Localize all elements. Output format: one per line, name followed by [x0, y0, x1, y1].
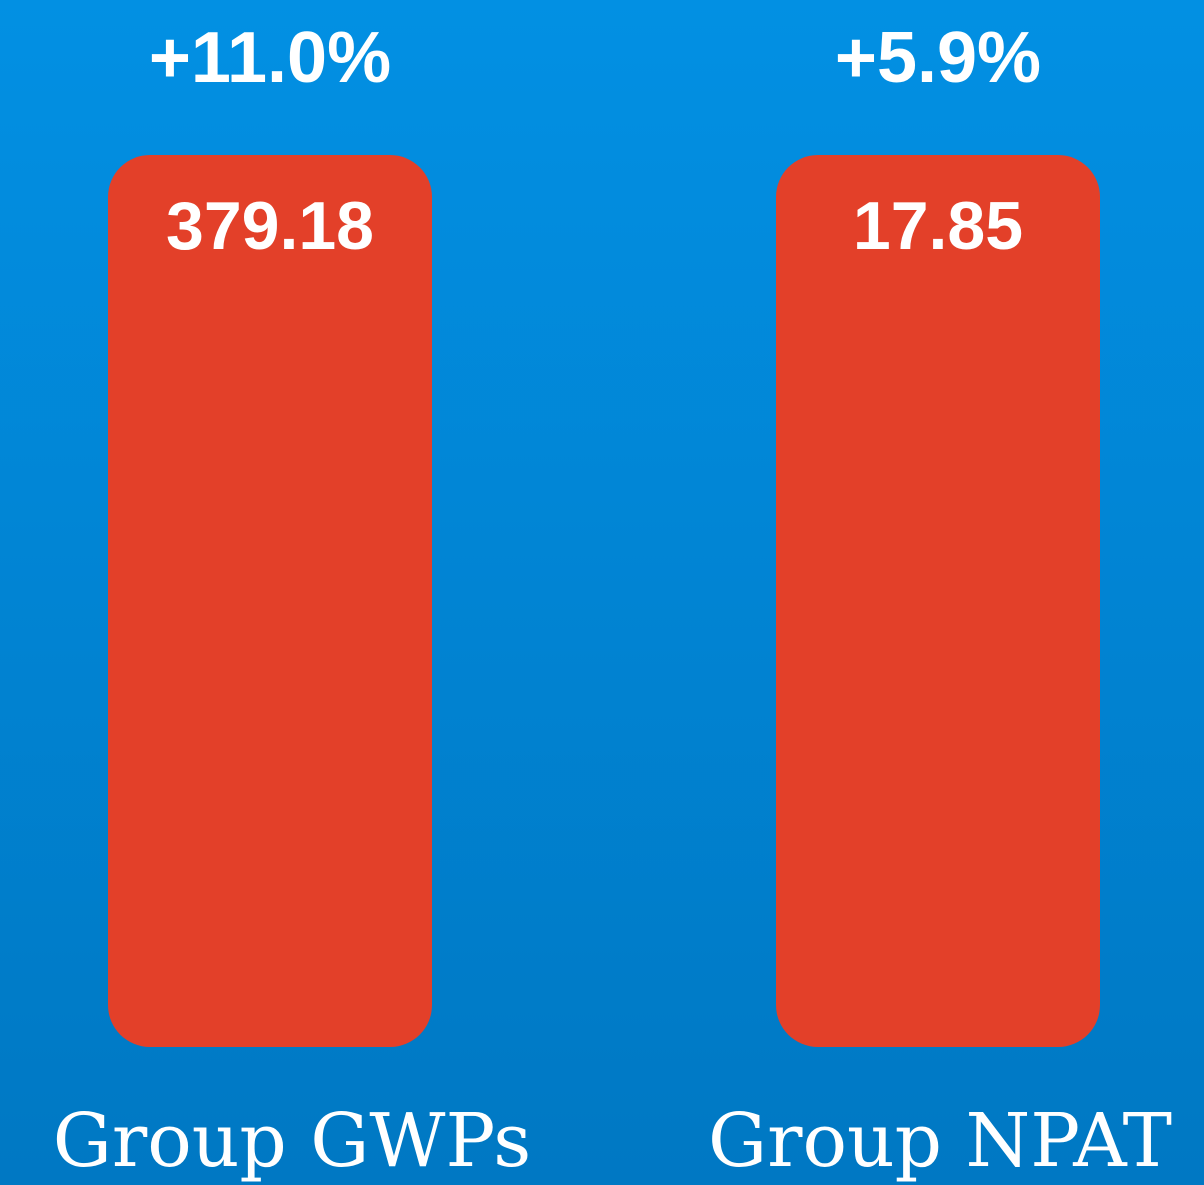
item-label: Group GWPs	[53, 1098, 532, 1184]
change-label: +11.0%	[149, 18, 391, 98]
card	[108, 155, 432, 1047]
item-label: Group NPAT	[708, 1098, 1172, 1184]
card	[776, 155, 1100, 1047]
change-label: +5.9%	[835, 18, 1041, 98]
value-label: 379.18	[166, 188, 374, 264]
value-label: 17.85	[853, 188, 1023, 264]
